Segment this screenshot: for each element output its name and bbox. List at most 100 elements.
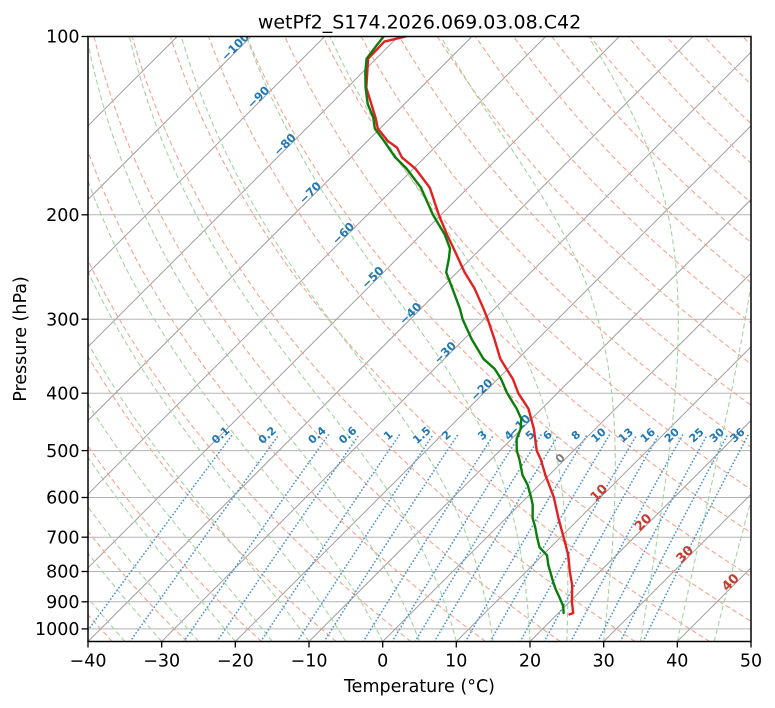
mixing-ratio-label-25: 25 [687, 425, 707, 445]
y-tick-label-100: 100 [46, 28, 79, 48]
dry-adiabat-130 [513, 36, 751, 284]
dry-adiabat-120 [474, 36, 751, 324]
dry-adiabat-0 [88, 259, 412, 642]
moist-adiabats [88, 36, 751, 642]
tick-labels: −40 −30 −20 −10 0 10 20 30 40 5010020030040050060… [35, 28, 762, 672]
x-tick-label--40: −40 [70, 652, 107, 672]
y-tick-label-300: 300 [46, 310, 79, 330]
mixing-ratio-line-36 [642, 433, 750, 642]
moist-adiabat-30 [440, 36, 616, 642]
dry-adiabat-180 [703, 36, 751, 86]
y-tick-label-600: 600 [46, 489, 79, 509]
x-tick-label-0: 0 [377, 652, 388, 672]
moist-adiabat-0 [88, 179, 384, 642]
y-tick-label-500: 500 [46, 442, 79, 462]
mixing-ratio-line-0.2 [129, 433, 280, 642]
sounding-profiles [364, 36, 575, 616]
dry-adiabat-160 [627, 36, 751, 164]
x-tick-label--20: −20 [217, 652, 254, 672]
dry-adiabat--10 [88, 355, 337, 642]
mixing-ratio-lines [88, 433, 750, 642]
isotherm-0 [382, 272, 751, 642]
moist-adiabat-40 [676, 280, 751, 642]
y-tick-label-700: 700 [46, 528, 79, 548]
mixing-ratio-label-13: 13 [616, 425, 636, 445]
moist-adiabat-45 [713, 498, 751, 642]
x-tick-label-20: 20 [519, 652, 541, 672]
mixing-ratio-line-5 [414, 433, 543, 642]
x-tick-label-30: 30 [593, 652, 615, 672]
dry-adiabat--30 [88, 530, 188, 642]
mixing-ratio-line-6 [433, 433, 560, 642]
isotherm-30 [603, 493, 751, 642]
isotherm--90 [88, 36, 326, 274]
isotherm-label--60: −60 [329, 219, 357, 247]
x-tick-label-10: 10 [445, 652, 467, 672]
dry-adiabats [88, 36, 751, 642]
moist-adiabat-50 [750, 639, 751, 642]
mixing-ratio-line-3 [362, 433, 495, 642]
isotherm--100 [88, 36, 252, 201]
isotherm-label--20: −20 [468, 376, 496, 404]
isotherms [88, 36, 751, 642]
mixing-ratio-label-10: 10 [589, 425, 609, 445]
isotherm--80 [88, 36, 399, 348]
pressure-gridlines [88, 36, 751, 630]
isotherm-20 [529, 419, 751, 642]
dry-adiabat-10 [88, 149, 486, 642]
mixing-ratio-line-16 [543, 433, 660, 642]
mixing-ratio-label-3: 3 [475, 428, 489, 443]
mixing-ratio-line-1 [259, 433, 401, 642]
dry-adiabat--20 [88, 444, 262, 642]
x-tick-label-40: 40 [666, 652, 688, 672]
moist-adiabat-20 [245, 36, 531, 642]
isotherm-label-30: 30 [674, 543, 697, 566]
isotherm--60 [88, 36, 547, 495]
mixing-ratio-label-0.2: 0.2 [256, 424, 279, 447]
mixing-ratio-line-10 [489, 433, 611, 642]
mixing-ratio-line-4 [391, 433, 521, 642]
y-tick-label-900: 900 [46, 593, 79, 613]
dry-adiabat-110 [436, 36, 751, 365]
dry-adiabat-40 [169, 36, 710, 642]
dry-adiabat-70 [284, 36, 751, 534]
mixing-ratio-label-2: 2 [439, 428, 453, 443]
moist-adiabat--10 [88, 342, 310, 642]
dry-adiabat-60 [246, 36, 751, 578]
mixing-ratio-line-1.5 [296, 433, 434, 642]
x-tick-label--10: −10 [291, 652, 328, 672]
moist-adiabat--5 [88, 270, 347, 642]
moist-adiabat-10 [128, 36, 457, 642]
mixing-ratio-line-0.4 [182, 433, 330, 642]
isotherm--20 [234, 125, 751, 642]
axes-frame [87, 35, 752, 643]
isotherm--70 [88, 36, 473, 422]
plot-area: −100−90−80−70−60−50−40−30−20−10010203040… [88, 30, 751, 642]
moist-adiabat--15 [88, 402, 273, 642]
x-axis-label: Temperature (°C) [343, 677, 495, 697]
isotherm-50 [750, 640, 751, 642]
isotherm-label-20: 20 [632, 511, 655, 534]
isotherm-label--100: −100 [218, 30, 252, 64]
moist-adiabat-5 [88, 40, 421, 642]
moist-adiabat--20 [88, 456, 236, 642]
mixing-ratio-line-0.1 [88, 433, 234, 632]
isotherm--40 [88, 36, 694, 642]
isotherm-label--90: −90 [244, 83, 272, 111]
mixing-ratio-label-8: 8 [569, 428, 583, 443]
dry-adiabat-80 [322, 36, 751, 491]
temperature-profile-line [365, 36, 575, 616]
mixing-ratio-line-25 [597, 433, 709, 642]
mixing-ratio-line-8 [464, 433, 588, 642]
dry-adiabat-100 [398, 36, 751, 406]
y-tick-label-1000: 1000 [35, 620, 80, 640]
dry-adiabat-140 [551, 36, 751, 244]
y-tick-label-200: 200 [46, 206, 79, 226]
chart-title: wetPf2_S174.2026.069.03.08.C42 [258, 12, 581, 34]
mixing-ratio-label-1.5: 1.5 [410, 424, 433, 447]
dry-adiabat-190 [741, 36, 751, 46]
dry-adiabat-50 [207, 36, 751, 622]
mixing-ratio-line-13 [519, 433, 638, 642]
